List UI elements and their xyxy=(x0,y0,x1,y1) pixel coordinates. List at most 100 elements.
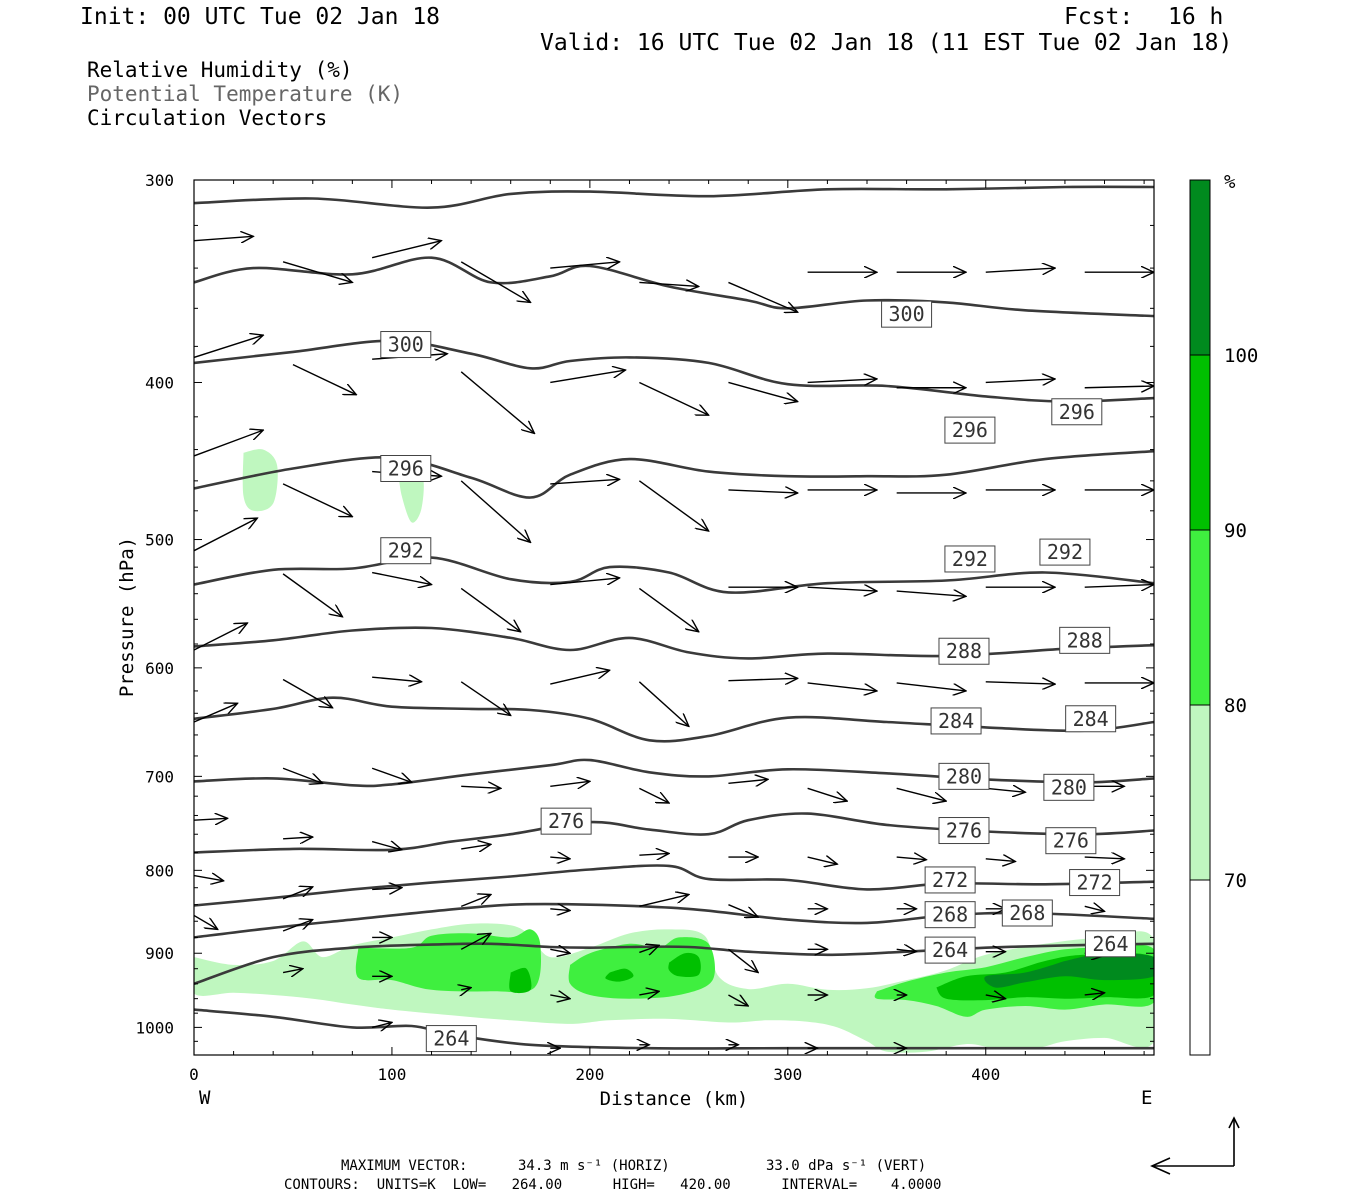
contour-info: CONTOURS: UNITS=K LOW= 264.00 HIGH= 420.… xyxy=(284,1177,942,1193)
theta-label-22: 264 xyxy=(932,938,968,962)
theta-label-3: 276 xyxy=(548,809,584,833)
rh-region-90-7 xyxy=(605,968,634,982)
theta-label-box-15 xyxy=(1043,773,1095,801)
circulation-vector-49 xyxy=(638,681,688,727)
theta-label-4: 264 xyxy=(433,1027,469,1051)
circulation-vector-69 xyxy=(461,844,491,849)
circulation-vector-57 xyxy=(371,767,412,782)
rh-region-70-2 xyxy=(397,468,424,523)
circulation-vector-83 xyxy=(728,904,758,917)
circulation-vector-0 xyxy=(194,236,253,240)
circulation-vector-20 xyxy=(985,379,1055,383)
circulation-vector-103 xyxy=(639,991,659,995)
circulation-vector-104 xyxy=(728,994,748,1006)
theta-label-0: 300 xyxy=(388,333,424,357)
theta-label-13: 284 xyxy=(1073,707,1109,731)
x-tick-label-100: 100 xyxy=(377,1065,406,1084)
theta-label-box-4 xyxy=(425,1025,477,1053)
circulation-vector-56 xyxy=(282,767,323,783)
theta-label-17: 276 xyxy=(1053,829,1089,853)
circulation-vector-41 xyxy=(896,591,966,596)
theta-label-box-8 xyxy=(944,545,996,573)
circulation-vector-68 xyxy=(371,842,402,850)
circulation-vector-91 xyxy=(460,933,491,950)
theta-label-16: 276 xyxy=(946,819,982,843)
circulation-vector-25 xyxy=(460,480,530,542)
theta-label-box-7 xyxy=(1051,398,1103,426)
circulation-vector-102 xyxy=(550,995,570,999)
circulation-vector-77 xyxy=(194,876,224,881)
circulation-vector-76 xyxy=(1084,857,1125,859)
colorbar-segment-0 xyxy=(1189,879,1211,1056)
circulation-vector-109 xyxy=(371,1022,392,1027)
x-tick-label-300: 300 xyxy=(773,1065,802,1084)
circulation-vector-40 xyxy=(807,587,877,591)
theta-label-15: 280 xyxy=(1051,775,1087,799)
rh-region-90-6 xyxy=(509,967,532,994)
x-end-label-east: E xyxy=(1141,1087,1152,1109)
theta-label-5: 300 xyxy=(889,302,925,326)
title-circulation-vectors: Circulation Vectors xyxy=(87,106,328,130)
circulation-vector-33 xyxy=(194,518,257,552)
circulation-vector-108 xyxy=(1084,993,1105,995)
theta-label-box-0 xyxy=(380,331,432,359)
circulation-vector-70 xyxy=(550,857,570,859)
circulation-vector-78 xyxy=(282,887,313,900)
theta-label-7: 296 xyxy=(1059,400,1095,424)
theta-label-box-1 xyxy=(380,455,432,483)
theta-contour-296 xyxy=(194,339,1154,403)
theta-label-box-5 xyxy=(881,300,933,328)
circulation-vector-12 xyxy=(292,364,356,395)
theta-label-box-18 xyxy=(924,866,976,894)
circulation-vector-107 xyxy=(985,995,1006,999)
circulation-vector-34 xyxy=(282,573,342,617)
theta-label-box-11 xyxy=(1059,626,1111,654)
circulation-vector-51 xyxy=(807,682,877,691)
theta-labels: 300 296 292 276 264 300 296 296 292 292 288 288 284 2… xyxy=(380,300,1136,1053)
theta-label-18: 272 xyxy=(932,868,968,892)
x-tick-label-0: 0 xyxy=(189,1065,199,1084)
circulation-vector-43 xyxy=(1084,585,1154,588)
y-tick-label-800: 800 xyxy=(145,861,174,880)
circulation-vector-101 xyxy=(461,988,471,990)
theta-label-box-17 xyxy=(1045,827,1097,855)
circulation-vector-17 xyxy=(728,381,797,401)
max-vector-label: MAXIMUM VECTOR: xyxy=(341,1158,468,1174)
title-potential-temperature: Potential Temperature (K) xyxy=(87,82,404,106)
theta-label-box-9 xyxy=(1039,538,1091,566)
theta-label-19: 272 xyxy=(1077,871,1113,895)
x-axis-label: Distance (km) xyxy=(600,1088,749,1110)
circulation-vector-79 xyxy=(372,888,402,890)
circulation-vector-4 xyxy=(550,262,619,268)
theta-contour-260 xyxy=(194,942,1154,986)
circulation-vector-89 xyxy=(282,920,313,932)
forecast-label: Fcst: xyxy=(1064,4,1134,30)
colorbar-segment-2 xyxy=(1189,529,1211,706)
theta-label-12: 284 xyxy=(938,709,974,733)
theta-contour-284 xyxy=(194,626,1154,660)
title-relative-humidity: Relative Humidity (%) xyxy=(87,58,353,82)
circulation-vector-26 xyxy=(550,479,619,484)
theta-label-8: 292 xyxy=(952,547,988,571)
theta-label-14: 280 xyxy=(946,764,982,788)
circulation-vector-2 xyxy=(371,241,441,259)
colorbar-label-100: 100 xyxy=(1224,345,1258,367)
theta-label-box-21 xyxy=(1001,899,1053,927)
x-end-label-west: W xyxy=(199,1087,211,1109)
circulation-vector-28 xyxy=(728,490,797,493)
x-tick-label-400: 400 xyxy=(971,1065,1000,1084)
cross-section-chart: 300 296 292 276 264 300 296 296 292 292 288 288 284 2… xyxy=(116,171,1258,1110)
circulation-vector-36 xyxy=(460,587,520,631)
theta-label-box-23 xyxy=(1084,930,1136,958)
circulation-vector-37 xyxy=(550,578,619,586)
theta-label-1: 296 xyxy=(388,457,424,481)
circulation-vector-94 xyxy=(728,948,758,972)
colorbar-label-70: 70 xyxy=(1224,870,1247,892)
theta-label-10: 288 xyxy=(946,639,982,663)
rh-colorbar: 70 80 90 100 xyxy=(1189,179,1258,1056)
circulation-vector-48 xyxy=(550,670,609,685)
circulation-vector-11 xyxy=(194,335,263,359)
theta-label-6: 296 xyxy=(952,418,988,442)
axes: 0 100 200 300 400 300 400 500 600 700 800 900 1000 xyxy=(135,171,1154,1084)
horizontal-arrowhead-icon xyxy=(1150,1157,1171,1175)
